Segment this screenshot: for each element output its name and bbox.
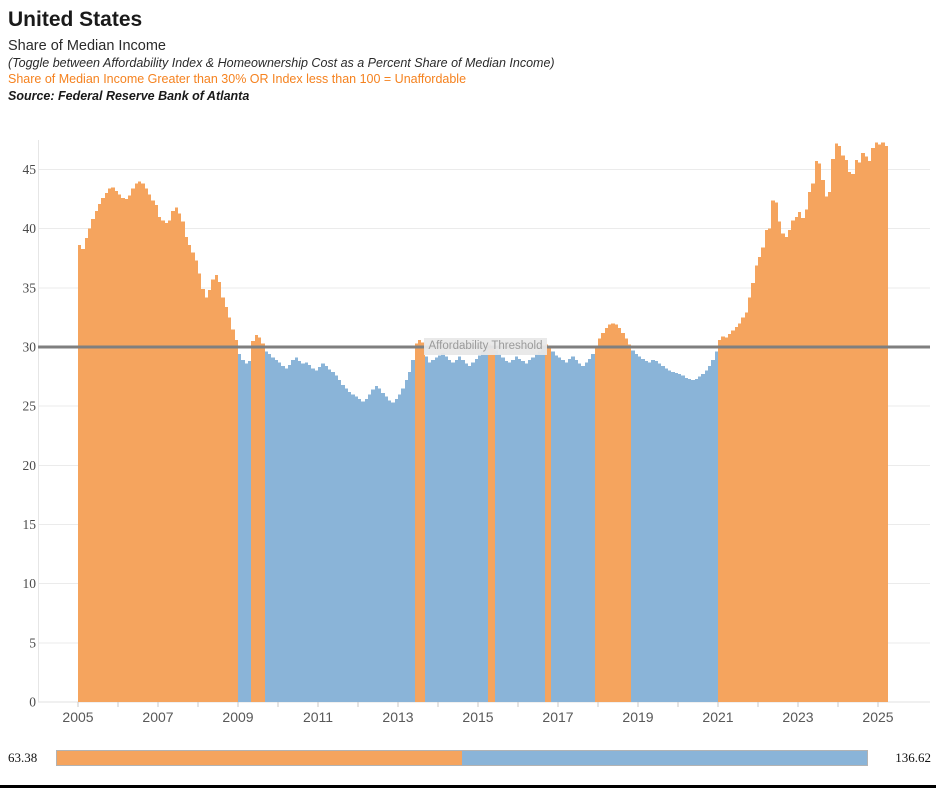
svg-text:35: 35 [23,280,37,295]
toggle-note: (Toggle between Affordability Index & Ho… [8,56,555,70]
color-legend: 63.38 136.62 [0,748,936,770]
chart-area: 0 5 10 15 20 25 30 35 40 45 2005 2007 2009 2011 2013 20… [0,0,936,745]
svg-text:2023: 2023 [782,709,813,725]
svg-text:2025: 2025 [862,709,893,725]
svg-text:5: 5 [29,635,36,650]
svg-text:0: 0 [29,695,36,710]
svg-text:10: 10 [23,576,37,591]
bottom-border-line [0,785,936,788]
svg-text:45: 45 [23,162,37,177]
page-title: United States [8,8,143,31]
svg-text:25: 25 [23,399,37,414]
svg-text:2019: 2019 [622,709,653,725]
svg-text:2009: 2009 [222,709,253,725]
svg-text:2007: 2007 [142,709,173,725]
svg-text:15: 15 [23,517,37,532]
legend-blue-segment [462,751,867,765]
legend-gradient-bar[interactable] [56,750,868,766]
legend-max-value: 136.62 [895,750,931,765]
svg-text:40: 40 [23,221,37,236]
svg-text:2005: 2005 [62,709,93,725]
svg-text:2015: 2015 [462,709,493,725]
svg-text:30: 30 [23,340,37,355]
svg-text:20: 20 [23,458,37,473]
svg-text:2021: 2021 [702,709,733,725]
svg-text:2011: 2011 [303,709,333,725]
chart-subtitle: Share of Median Income [8,38,166,54]
unaffordable-threshold-note: Share of Median Income Greater than 30% … [8,72,467,86]
svg-text:2017: 2017 [542,709,573,725]
legend-min-value: 63.38 [8,750,38,765]
svg-text:2013: 2013 [382,709,413,725]
legend-orange-segment [57,751,462,765]
source-note: Source: Federal Reserve Bank of Atlanta [8,89,250,103]
affordability-threshold-label: Affordability Threshold [424,338,547,355]
